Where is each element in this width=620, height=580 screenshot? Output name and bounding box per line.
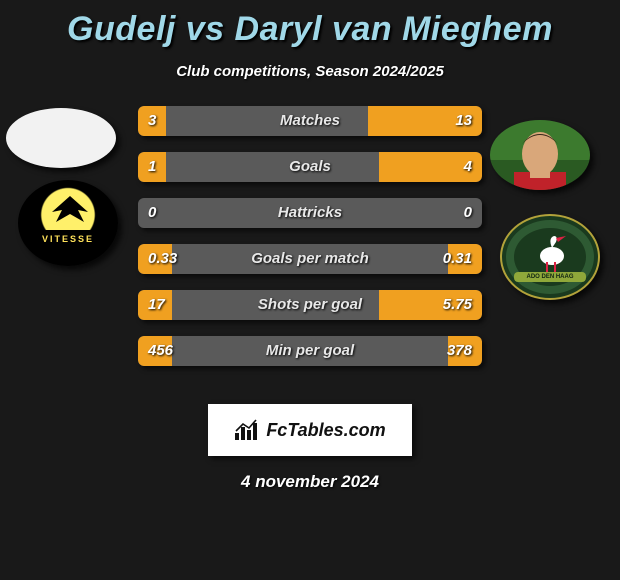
page-title: Gudelj vs Daryl van Mieghem [0, 0, 620, 49]
stat-label: Goals per match [138, 244, 482, 274]
stat-value-right: 0.31 [433, 244, 482, 274]
stat-value-right: 5.75 [433, 290, 482, 320]
stat-row: Goals1 4 [138, 152, 482, 182]
player2-club-name: ADO DEN HAAG [514, 272, 586, 282]
page-subtitle: Club competitions, Season 2024/2025 [0, 63, 620, 80]
credit-box: FcTables.com [208, 404, 412, 456]
stat-value-left: 1 [138, 152, 166, 182]
player1-club-crest: VITESSE [18, 180, 118, 266]
player1-avatar [6, 108, 116, 168]
player2-avatar [490, 120, 590, 190]
stat-label: Hattricks [138, 198, 482, 228]
stat-row: Matches3 13 [138, 106, 482, 136]
stat-label: Matches [138, 106, 482, 136]
stat-row: Min per goal456 378 [138, 336, 482, 366]
stat-value-right: 378 [437, 336, 482, 366]
stat-label: Min per goal [138, 336, 482, 366]
player1-club-name: VITESSE [20, 230, 116, 248]
comparison-stage: VITESSE ADO DEN HAAG Matches3 13 Goals1 4 Ha… [0, 102, 620, 392]
stat-label: Shots per goal [138, 290, 482, 320]
player2-club-crest: ADO DEN HAAG [500, 214, 600, 300]
stat-value-left: 3 [138, 106, 166, 136]
stat-value-right: 0 [454, 198, 482, 228]
stat-value-right: 13 [445, 106, 482, 136]
credit-logo-icon [234, 419, 260, 441]
stat-row: Goals per match0.33 0.31 [138, 244, 482, 274]
page-date: 4 november 2024 [0, 472, 620, 492]
stat-value-left: 0 [138, 198, 166, 228]
stat-row: Shots per goal17 5.75 [138, 290, 482, 320]
stat-row: Hattricks0 0 [138, 198, 482, 228]
stat-label: Goals [138, 152, 482, 182]
stat-bars: Matches3 13 Goals1 4 Hattricks0 0 Goals per ma… [138, 106, 482, 382]
stat-value-right: 4 [454, 152, 482, 182]
stat-value-left: 0.33 [138, 244, 187, 274]
stat-value-left: 17 [138, 290, 175, 320]
stat-value-left: 456 [138, 336, 183, 366]
credit-text: FcTables.com [266, 420, 385, 441]
